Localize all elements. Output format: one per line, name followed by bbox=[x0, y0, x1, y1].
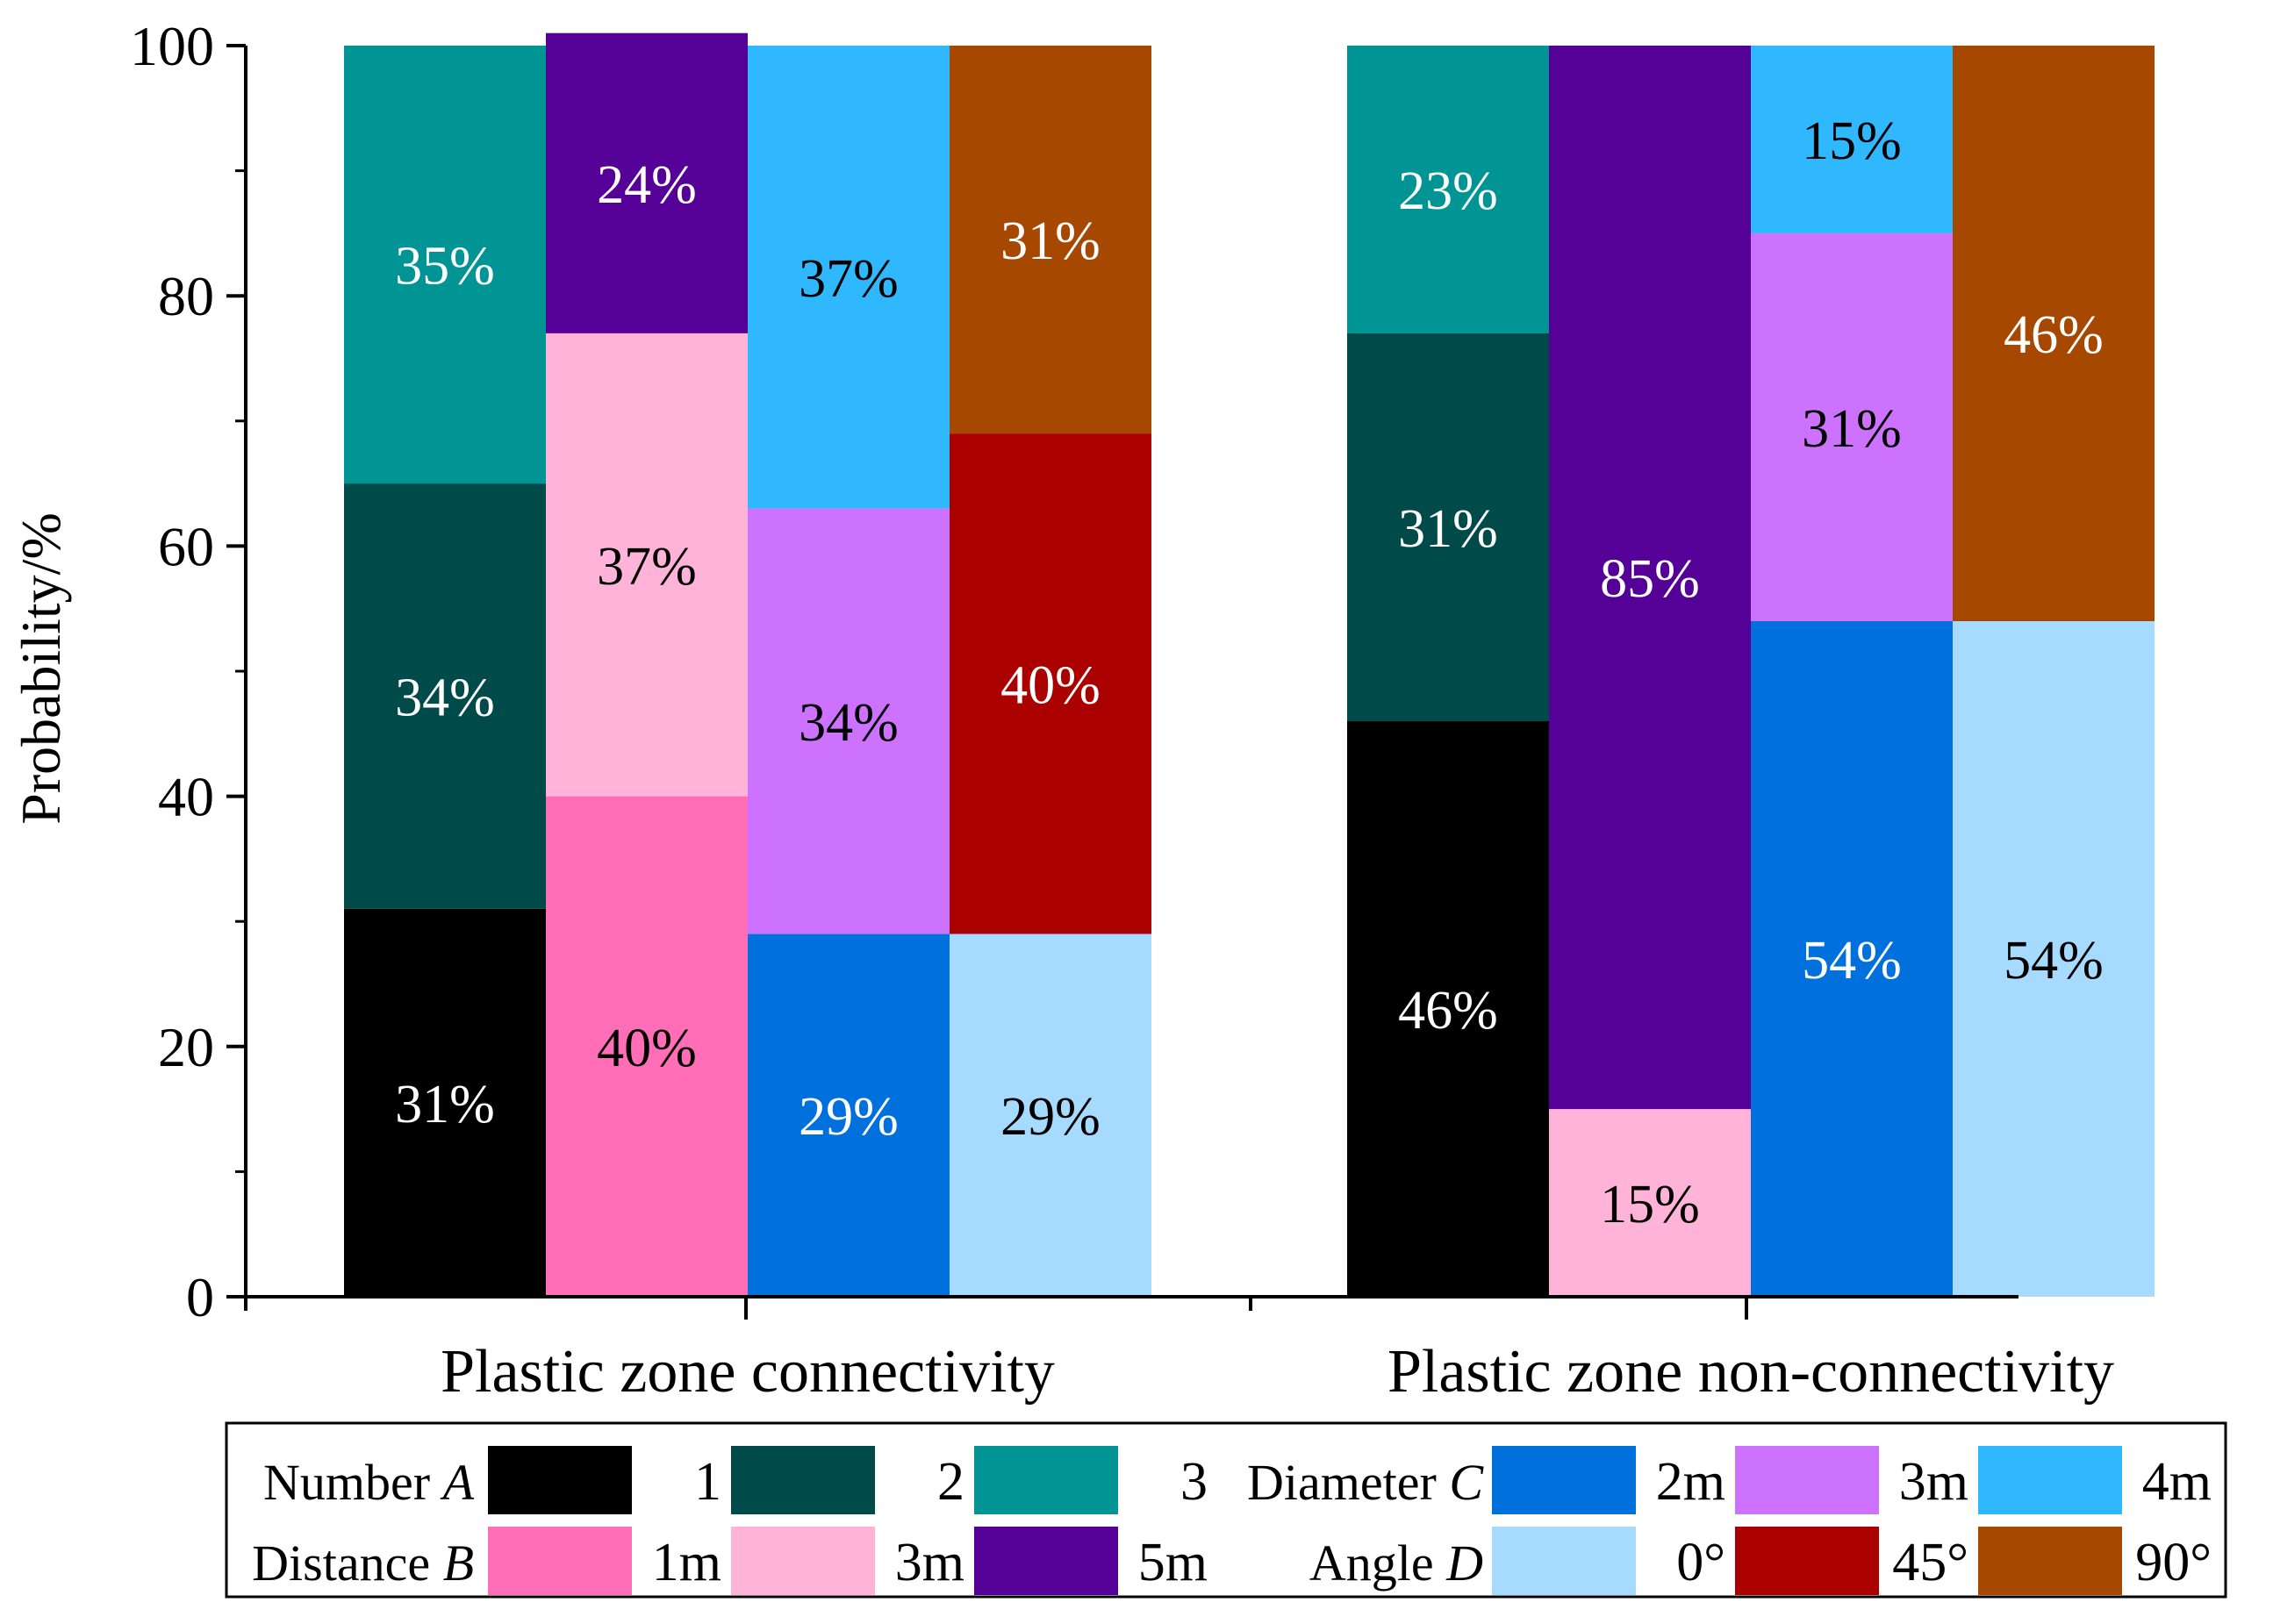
y-tick-label-100: 100 bbox=[130, 15, 214, 77]
legend-title-distance: Distance B bbox=[252, 1535, 474, 1592]
legend-label-distance-3m: 3m bbox=[895, 1533, 964, 1592]
data-label-plastic-zone-connectivity-distance-b-1m: 40% bbox=[597, 1019, 697, 1078]
bars-layer bbox=[344, 32, 2155, 1297]
data-label-plastic-zone-connectivity-angle-d-45deg: 40% bbox=[1000, 655, 1101, 715]
data-label-plastic-zone-connectivity-distance-b-5m: 24% bbox=[597, 155, 697, 215]
legend-swatch-number-2 bbox=[731, 1446, 875, 1514]
legend-swatch-number-1 bbox=[488, 1446, 632, 1514]
y-tick-label-60: 60 bbox=[158, 515, 214, 577]
data-labels-layer: 31% 34% 35% 40% 37% 24% 29% 34% 37% 29% 40% 31% 46% 3… bbox=[395, 111, 2104, 1234]
data-label-plastic-zone-connectivity-angle-d-0deg: 29% bbox=[1000, 1087, 1101, 1147]
bar-segment-plastic-zone-connectivity-diameter-c-4m bbox=[748, 46, 950, 509]
y-tick-label-40: 40 bbox=[158, 766, 214, 828]
legend-swatch-number-3 bbox=[974, 1446, 1118, 1514]
data-label-plastic-zone-connectivity-number-a-2: 34% bbox=[395, 669, 495, 728]
legend-swatch-distance-1m bbox=[488, 1527, 632, 1595]
data-label-plastic-zone-non-connectivity-diameter-c-2m: 54% bbox=[1802, 931, 1902, 991]
legend-label-distance-1m: 1m bbox=[652, 1533, 721, 1592]
data-label-plastic-zone-non-connectivity-angle-d-90deg: 46% bbox=[2004, 305, 2104, 365]
legend-title-angle: Angle D bbox=[1309, 1535, 1483, 1592]
data-label-plastic-zone-connectivity-diameter-c-2m: 29% bbox=[799, 1087, 899, 1147]
bar-segment-plastic-zone-connectivity-angle-d-0deg bbox=[950, 934, 1151, 1297]
data-label-plastic-zone-connectivity-distance-b-3m: 37% bbox=[597, 537, 697, 597]
data-label-plastic-zone-connectivity-diameter-c-4m: 37% bbox=[799, 249, 899, 309]
data-label-plastic-zone-non-connectivity-number-a-3: 23% bbox=[1398, 161, 1498, 221]
bar-segment-plastic-zone-connectivity-distance-b-3m bbox=[546, 333, 748, 797]
bar-segment-plastic-zone-non-connectivity-number-a-1 bbox=[1347, 721, 1549, 1297]
legend-swatch-diameter-2m bbox=[1492, 1446, 1636, 1514]
legend-label-number-2: 2 bbox=[937, 1452, 964, 1512]
data-label-plastic-zone-connectivity-number-a-3: 35% bbox=[395, 237, 495, 297]
legend-swatch-diameter-4m bbox=[1978, 1446, 2122, 1514]
legend-label-diameter-4m: 4m bbox=[2142, 1452, 2212, 1512]
bar-segment-plastic-zone-connectivity-angle-d-90deg bbox=[950, 46, 1151, 434]
data-label-plastic-zone-non-connectivity-number-a-1: 46% bbox=[1398, 981, 1498, 1041]
legend-swatch-angle-0deg bbox=[1492, 1527, 1636, 1595]
data-label-plastic-zone-connectivity-number-a-1: 31% bbox=[395, 1075, 495, 1134]
legend-label-angle-45deg: 45° bbox=[1892, 1533, 1968, 1592]
data-label-plastic-zone-non-connectivity-diameter-c-4m: 15% bbox=[1802, 111, 1902, 171]
bar-segment-plastic-zone-non-connectivity-angle-d-90deg bbox=[1953, 46, 2155, 621]
bar-segment-plastic-zone-connectivity-diameter-c-3m bbox=[748, 508, 950, 934]
data-label-plastic-zone-non-connectivity-distance-b-3m: 15% bbox=[1600, 1175, 1700, 1234]
legend: Number A 1 2 3 Diameter C 2m 3m 4m Distance B 1m 3… bbox=[225, 1421, 2227, 1599]
x-category-label-plastic-zone-non-connectivity: Plastic zone non-connectivity bbox=[1387, 1338, 2114, 1406]
y-tick-label-20: 20 bbox=[158, 1016, 214, 1078]
legend-label-angle-90deg: 90° bbox=[2135, 1533, 2212, 1592]
axes-layer: 0 20 40 60 80 100 Plastic zone connectivity Pla… bbox=[130, 15, 2114, 1406]
bar-segment-plastic-zone-non-connectivity-number-a-3 bbox=[1347, 46, 1549, 333]
bar-segment-plastic-zone-connectivity-number-a-2 bbox=[344, 483, 546, 909]
bar-segment-plastic-zone-connectivity-distance-b-1m bbox=[546, 796, 748, 1297]
bar-segment-plastic-zone-non-connectivity-diameter-c-2m bbox=[1751, 621, 1953, 1297]
data-label-plastic-zone-connectivity-angle-d-90deg: 31% bbox=[1000, 211, 1101, 271]
bar-segment-plastic-zone-connectivity-number-a-3 bbox=[344, 46, 546, 484]
bar-segment-plastic-zone-non-connectivity-diameter-c-3m bbox=[1751, 233, 1953, 621]
data-label-plastic-zone-non-connectivity-number-a-2: 31% bbox=[1398, 499, 1498, 559]
y-tick-label-0: 0 bbox=[186, 1266, 214, 1328]
legend-label-distance-5m: 5m bbox=[1138, 1533, 1208, 1592]
bar-segment-plastic-zone-connectivity-distance-b-5m bbox=[546, 32, 748, 333]
y-axis-title: Probability/% bbox=[10, 512, 72, 825]
data-label-plastic-zone-non-connectivity-distance-b-5m: 85% bbox=[1600, 549, 1700, 609]
data-label-plastic-zone-non-connectivity-angle-d-0deg: 54% bbox=[2004, 931, 2104, 991]
bar-segment-plastic-zone-non-connectivity-angle-d-0deg bbox=[1953, 621, 2155, 1297]
legend-title-number: Number A bbox=[263, 1454, 475, 1511]
y-tick-label-80: 80 bbox=[158, 265, 214, 327]
legend-label-angle-0deg: 0° bbox=[1676, 1533, 1725, 1592]
x-category-label-plastic-zone-connectivity: Plastic zone connectivity bbox=[441, 1338, 1055, 1406]
bar-segment-plastic-zone-non-connectivity-number-a-2 bbox=[1347, 333, 1549, 722]
data-label-plastic-zone-non-connectivity-diameter-c-3m: 31% bbox=[1802, 399, 1902, 459]
bar-segment-plastic-zone-non-connectivity-diameter-c-4m bbox=[1751, 46, 1953, 233]
legend-swatch-angle-45deg bbox=[1735, 1527, 1879, 1595]
bar-segment-plastic-zone-non-connectivity-distance-b-3m bbox=[1549, 1109, 1751, 1297]
bar-segment-plastic-zone-non-connectivity-distance-b-5m bbox=[1549, 46, 1751, 1110]
legend-swatch-distance-5m bbox=[974, 1527, 1118, 1595]
legend-label-number-3: 3 bbox=[1180, 1452, 1208, 1512]
bar-segment-plastic-zone-connectivity-diameter-c-2m bbox=[748, 934, 950, 1297]
bar-segment-plastic-zone-connectivity-number-a-1 bbox=[344, 908, 546, 1297]
legend-swatch-distance-3m bbox=[731, 1527, 875, 1595]
legend-label-number-1: 1 bbox=[694, 1452, 721, 1512]
legend-swatch-diameter-3m bbox=[1735, 1446, 1879, 1514]
legend-label-diameter-2m: 2m bbox=[1656, 1452, 1725, 1512]
legend-label-diameter-3m: 3m bbox=[1899, 1452, 1968, 1512]
data-label-plastic-zone-connectivity-diameter-c-3m: 34% bbox=[799, 693, 899, 753]
legend-swatch-angle-90deg bbox=[1978, 1527, 2122, 1595]
bar-segment-plastic-zone-connectivity-angle-d-45deg bbox=[950, 433, 1151, 934]
legend-title-diameter: Diameter C bbox=[1247, 1454, 1484, 1511]
